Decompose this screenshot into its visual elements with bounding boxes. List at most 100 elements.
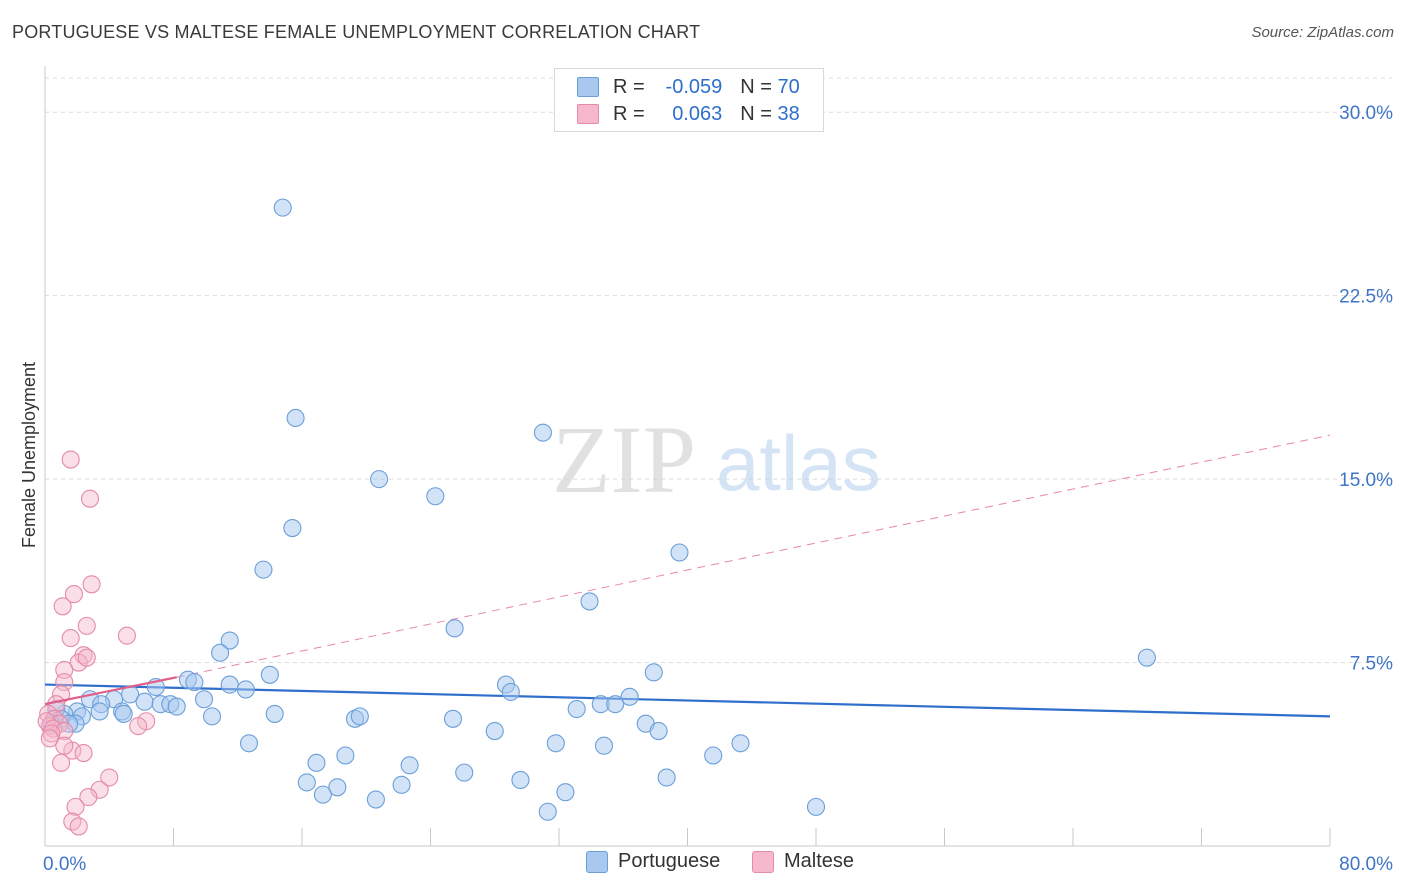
source-label: Source: ZipAtlas.com [1251, 24, 1394, 41]
portuguese-point [194, 690, 214, 709]
portuguese-point [538, 802, 557, 821]
tick-labels: 7.5% 15.0% 22.5% 30.0% 0.0% 80.0% [43, 103, 1393, 875]
portuguese-point [445, 619, 464, 638]
portuguese-point [546, 734, 565, 753]
portuguese-point [644, 663, 663, 682]
portuguese-point [620, 687, 639, 706]
maltese-point [40, 729, 59, 748]
maltese-point [80, 489, 100, 508]
portuguese-point [220, 631, 239, 650]
y-tick-label: 7.5% [1350, 654, 1393, 675]
portuguese-point [455, 763, 474, 782]
maltese-trend-extension [176, 434, 1331, 678]
maltese-point [82, 575, 101, 594]
watermark-zip: ZIP [552, 406, 696, 513]
portuguese-point [580, 592, 599, 611]
maltese-point [64, 585, 83, 604]
legend-row-maltese: R = 0.063 N = 38 [577, 102, 800, 126]
portuguese-point [273, 198, 292, 217]
portuguese-point [485, 721, 504, 741]
maltese-point [66, 797, 85, 816]
portuguese-point [313, 785, 332, 804]
portuguese-point [657, 768, 676, 787]
maltese-point [100, 768, 119, 787]
legend-row-portuguese: R = -0.059 N = 70 [577, 75, 800, 99]
portuguese-point [135, 692, 154, 711]
portuguese-legend-swatch [586, 850, 608, 873]
portuguese-point [307, 753, 326, 772]
legend-maltese-label: Maltese [784, 850, 855, 872]
portuguese-point [260, 665, 279, 684]
maltese-swatch [577, 104, 599, 124]
maltese-point [61, 629, 80, 648]
y-axis-label: Female Unemployment [19, 362, 39, 548]
portuguese-point [114, 704, 133, 723]
portuguese-point [533, 423, 552, 442]
portuguese-point [239, 734, 259, 753]
maltese-point [129, 717, 148, 736]
legend-item-maltese[interactable]: Maltese [752, 850, 854, 873]
maltese-point [74, 744, 93, 763]
portuguese-point [443, 709, 463, 728]
watermark-atlas: atlas [716, 419, 881, 507]
portuguese-point [670, 543, 689, 562]
portuguese-point [286, 408, 305, 428]
maltese-point [53, 597, 72, 616]
portuguese-point [392, 775, 411, 794]
legend-n-label: N = [740, 75, 772, 98]
maltese-point [69, 817, 88, 836]
portuguese-point [606, 695, 625, 714]
portuguese-point [90, 702, 109, 721]
maltese-point [79, 788, 98, 807]
legend-n-label: N = [740, 102, 772, 125]
maltese-legend-swatch [752, 850, 774, 873]
portuguese-point [236, 680, 255, 699]
portuguese-point [366, 790, 385, 809]
y-tick-label: 15.0% [1339, 470, 1393, 491]
portuguese-point [426, 487, 445, 506]
maltese-point [52, 753, 71, 772]
maltese-point [77, 648, 96, 667]
maltese-point [55, 736, 74, 755]
maltese-trend-line [44, 676, 177, 706]
portuguese-point [501, 682, 520, 701]
maltese-n-value: 38 [777, 102, 800, 125]
portuguese-point [649, 721, 668, 741]
portuguese-point [336, 746, 355, 765]
stats-legend: R = -0.059 N = 70 R = 0.063 N = 38 [554, 68, 824, 132]
maltese-point [90, 780, 109, 799]
maltese-point [61, 450, 80, 469]
portuguese-point [328, 778, 347, 797]
portuguese-swatch [577, 77, 599, 97]
portuguese-point [185, 673, 204, 692]
chart-title: PORTUGUESE VS MALTESE FEMALE UNEMPLOYMEN… [12, 22, 701, 42]
portuguese-point [167, 697, 186, 716]
portuguese-point [370, 470, 389, 489]
x-tick-label-max: 80.0% [1339, 854, 1393, 875]
portuguese-point [297, 773, 316, 792]
portuguese-point [400, 756, 419, 775]
trend-lines [44, 434, 1331, 718]
portuguese-point [594, 736, 614, 755]
portuguese-point [731, 734, 750, 753]
portuguese-r-value: -0.059 [665, 75, 723, 98]
maltese-point [117, 626, 136, 645]
axes [44, 66, 1331, 847]
y-tick-label: 30.0% [1339, 103, 1393, 124]
portuguese-point [220, 675, 239, 694]
maltese-point [77, 616, 96, 635]
maltese-r-value: 0.063 [672, 102, 723, 125]
legend-r-label: R = [613, 75, 645, 98]
portuguese-point [350, 707, 369, 726]
portuguese-point [283, 518, 302, 538]
legend-portuguese-label: Portuguese [618, 850, 721, 872]
portuguese-point [704, 746, 723, 765]
grid-lines [45, 77, 1392, 664]
maltese-point [52, 685, 71, 704]
portuguese-point [211, 643, 230, 662]
legend-item-portuguese[interactable]: Portuguese [586, 850, 720, 873]
legend-r-label: R = [613, 102, 645, 125]
portuguese-point [1137, 648, 1156, 667]
portuguese-trend-line [44, 683, 1331, 718]
